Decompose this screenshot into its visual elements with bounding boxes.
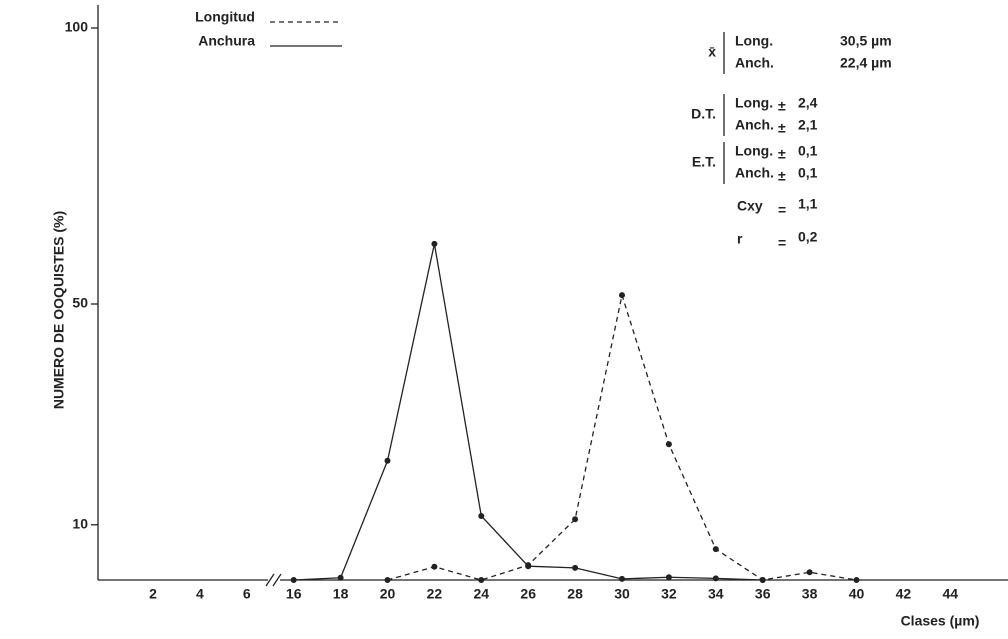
stat-sign: ± bbox=[778, 98, 786, 114]
x-tick-label: 22 bbox=[427, 586, 443, 602]
y-axis-label: NUMERO DE OOQUISTES (%) bbox=[51, 211, 67, 409]
stat-name: Anch. bbox=[735, 117, 774, 133]
point bbox=[665, 574, 672, 581]
point bbox=[525, 563, 532, 570]
point bbox=[712, 575, 719, 582]
x-tick-label: 30 bbox=[614, 586, 630, 602]
y-tick-label: 50 bbox=[72, 295, 88, 311]
stat-value: 1,1 bbox=[798, 196, 818, 212]
x-tick-label: 38 bbox=[802, 586, 818, 602]
stat-label: x̄ bbox=[708, 44, 716, 60]
stat-name: Anch. bbox=[735, 55, 774, 71]
x-tick-label: 28 bbox=[567, 586, 583, 602]
stat-label: E.T. bbox=[692, 154, 716, 170]
y-tick-label: 100 bbox=[65, 19, 89, 35]
stat-sign: ± bbox=[778, 168, 786, 184]
point bbox=[619, 575, 625, 582]
stat-sign: ± bbox=[778, 146, 786, 162]
x-tick-label: 24 bbox=[474, 586, 490, 602]
stat-value: 0,1 bbox=[798, 143, 818, 159]
stat-name: Long. bbox=[735, 95, 773, 111]
legend-label: Anchura bbox=[198, 33, 255, 49]
x-tick-label: 42 bbox=[896, 586, 912, 602]
x-tick-label: 26 bbox=[520, 586, 536, 602]
stat-sign: = bbox=[778, 202, 786, 218]
point bbox=[431, 563, 438, 570]
x-tick-label: 20 bbox=[380, 586, 396, 602]
point bbox=[431, 240, 438, 247]
point bbox=[384, 457, 391, 464]
point bbox=[759, 577, 766, 583]
stat-sign: ± bbox=[778, 120, 786, 136]
point bbox=[478, 577, 485, 583]
point bbox=[572, 564, 579, 571]
x-tick-label: 36 bbox=[755, 586, 771, 602]
y-tick-label: 10 bbox=[72, 516, 88, 532]
point bbox=[572, 516, 579, 523]
x-tick-label: 16 bbox=[286, 586, 302, 602]
stat-name: Anch. bbox=[735, 165, 774, 181]
stat-value: 30,5 µm bbox=[840, 33, 892, 49]
x-tick-label: 32 bbox=[661, 586, 677, 602]
stat-value: 2,1 bbox=[798, 117, 818, 133]
stat-value: 0,1 bbox=[798, 165, 818, 181]
x-tick-label: 18 bbox=[333, 586, 349, 602]
point bbox=[290, 577, 297, 583]
point bbox=[478, 512, 485, 519]
stat-name: Long. bbox=[735, 143, 773, 159]
stat-sign: = bbox=[778, 235, 786, 251]
point bbox=[619, 292, 625, 299]
x-tick-label: 6 bbox=[243, 586, 251, 602]
point bbox=[665, 441, 672, 448]
point bbox=[337, 574, 344, 581]
axis-break bbox=[265, 573, 282, 587]
point bbox=[712, 546, 719, 553]
stat-value: 0,2 bbox=[798, 229, 818, 245]
legend-label: Longitud bbox=[195, 9, 255, 25]
stat-label: D.T. bbox=[691, 106, 716, 122]
stat-value: 22,4 µm bbox=[840, 55, 892, 71]
point bbox=[853, 577, 860, 583]
stat-label: r bbox=[737, 231, 743, 247]
point bbox=[384, 577, 391, 583]
x-tick-label: 2 bbox=[149, 586, 157, 602]
x-tick-label: 44 bbox=[943, 586, 959, 602]
point bbox=[806, 569, 813, 576]
stat-label: Cxy bbox=[737, 198, 763, 214]
x-tick-label: 34 bbox=[708, 586, 724, 602]
stat-value: 2,4 bbox=[798, 95, 818, 111]
x-axis-label: Clases (µm) bbox=[901, 613, 980, 629]
stat-name: Long. bbox=[735, 33, 773, 49]
x-tick-label: 40 bbox=[849, 586, 865, 602]
x-tick-label: 4 bbox=[196, 586, 204, 602]
